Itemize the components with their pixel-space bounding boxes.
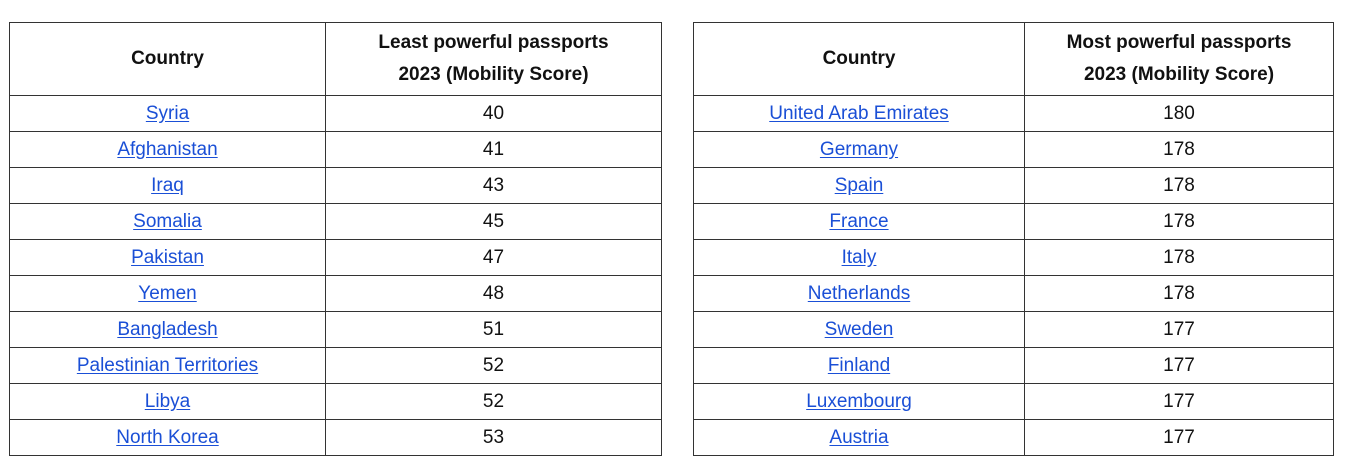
country-cell: Sweden — [693, 311, 1025, 348]
country-cell: Libya — [9, 383, 326, 420]
country-cell: Yemen — [9, 275, 326, 312]
country-cell: Spain — [693, 167, 1025, 204]
table-row: North Korea 53 — [9, 419, 662, 456]
table-body: United Arab Emirates 180 Germany 178 Spain 17… — [693, 95, 1334, 456]
country-link[interactable]: Netherlands — [807, 282, 911, 304]
table-row: Luxembourg 177 — [693, 383, 1334, 420]
table-row: Netherlands 178 — [693, 275, 1334, 312]
mobility-score-cell: 52 — [325, 383, 662, 420]
country-cell: Syria — [9, 95, 326, 132]
table-row: Libya 52 — [9, 383, 662, 420]
least-powerful-passports-table: Country Least powerful passports 2023 (M… — [9, 22, 662, 456]
mobility-score-cell: 53 — [325, 419, 662, 456]
mobility-score-cell: 41 — [325, 131, 662, 168]
score-header-line-1: Most powerful passports — [1066, 32, 1292, 53]
table-row: Austria 177 — [693, 419, 1334, 456]
mobility-score-cell: 178 — [1024, 203, 1334, 240]
mobility-score-cell: 40 — [325, 95, 662, 132]
score-column-header: Most powerful passports 2023 (Mobility S… — [1024, 22, 1334, 96]
country-cell: Italy — [693, 239, 1025, 276]
table-header-row: Country Least powerful passports 2023 (M… — [9, 22, 662, 96]
table-row: United Arab Emirates 180 — [693, 95, 1334, 132]
country-link[interactable]: Palestinian Territories — [76, 354, 259, 376]
score-header-line-1: Least powerful passports — [378, 32, 609, 53]
country-link[interactable]: Germany — [819, 138, 899, 160]
country-cell: Pakistan — [9, 239, 326, 276]
mobility-score-cell: 178 — [1024, 167, 1334, 204]
mobility-score-cell: 178 — [1024, 275, 1334, 312]
score-header-line-2: 2023 (Mobility Score) — [1083, 64, 1275, 85]
table-row: Pakistan 47 — [9, 239, 662, 276]
country-cell: Austria — [693, 419, 1025, 456]
country-link[interactable]: Yemen — [138, 282, 197, 304]
mobility-score-cell: 45 — [325, 203, 662, 240]
mobility-score-cell: 51 — [325, 311, 662, 348]
country-link[interactable]: Pakistan — [131, 246, 204, 268]
mobility-score-cell: 43 — [325, 167, 662, 204]
table-row: Afghanistan 41 — [9, 131, 662, 168]
mobility-score-cell: 47 — [325, 239, 662, 276]
table-row: Spain 178 — [693, 167, 1334, 204]
country-link[interactable]: Italy — [841, 246, 877, 268]
score-header-line-2: 2023 (Mobility Score) — [398, 64, 589, 85]
table-row: Sweden 177 — [693, 311, 1334, 348]
country-cell: Germany — [693, 131, 1025, 168]
table-row: Germany 178 — [693, 131, 1334, 168]
country-column-header: Country — [9, 22, 326, 96]
country-cell: Netherlands — [693, 275, 1025, 312]
mobility-score-cell: 177 — [1024, 347, 1334, 384]
country-cell: Luxembourg — [693, 383, 1025, 420]
mobility-score-cell: 177 — [1024, 383, 1334, 420]
mobility-score-cell: 180 — [1024, 95, 1334, 132]
table-header-row: Country Most powerful passports 2023 (Mo… — [693, 22, 1334, 96]
country-cell: Finland — [693, 347, 1025, 384]
mobility-score-cell: 178 — [1024, 131, 1334, 168]
mobility-score-cell: 177 — [1024, 419, 1334, 456]
table-row: Somalia 45 — [9, 203, 662, 240]
country-link[interactable]: Iraq — [151, 174, 184, 196]
table-row: Finland 177 — [693, 347, 1334, 384]
country-link[interactable]: Luxembourg — [806, 390, 912, 412]
country-link[interactable]: Afghanistan — [117, 138, 218, 160]
country-link[interactable]: Somalia — [133, 210, 202, 232]
table-row: Italy 178 — [693, 239, 1334, 276]
mobility-score-cell: 52 — [325, 347, 662, 384]
country-link[interactable]: Bangladesh — [117, 318, 218, 340]
country-link[interactable]: United Arab Emirates — [769, 102, 949, 124]
country-cell: North Korea — [9, 419, 326, 456]
country-link[interactable]: Finland — [827, 354, 891, 376]
table-body: Syria 40 Afghanistan 41 Iraq 43 Somalia 45 Pakis… — [9, 95, 662, 456]
country-link[interactable]: Austria — [829, 426, 889, 448]
country-cell: Bangladesh — [9, 311, 326, 348]
table-row: Yemen 48 — [9, 275, 662, 312]
country-cell: Afghanistan — [9, 131, 326, 168]
mobility-score-cell: 178 — [1024, 239, 1334, 276]
score-column-header: Least powerful passports 2023 (Mobility … — [325, 22, 662, 96]
country-link[interactable]: Libya — [144, 390, 191, 412]
table-row: Iraq 43 — [9, 167, 662, 204]
table-row: Bangladesh 51 — [9, 311, 662, 348]
table-row: France 178 — [693, 203, 1334, 240]
country-link[interactable]: France — [829, 210, 889, 232]
country-cell: Iraq — [9, 167, 326, 204]
country-link[interactable]: Syria — [145, 102, 190, 124]
country-column-header: Country — [693, 22, 1025, 96]
table-row: Palestinian Territories 52 — [9, 347, 662, 384]
table-row: Syria 40 — [9, 95, 662, 132]
mobility-score-cell: 177 — [1024, 311, 1334, 348]
country-link[interactable]: Spain — [834, 174, 884, 196]
country-link[interactable]: North Korea — [116, 426, 219, 448]
most-powerful-passports-table: Country Most powerful passports 2023 (Mo… — [693, 22, 1334, 456]
country-cell: Somalia — [9, 203, 326, 240]
mobility-score-cell: 48 — [325, 275, 662, 312]
country-cell: United Arab Emirates — [693, 95, 1025, 132]
country-link[interactable]: Sweden — [824, 318, 894, 340]
country-cell: Palestinian Territories — [9, 347, 326, 384]
country-cell: France — [693, 203, 1025, 240]
